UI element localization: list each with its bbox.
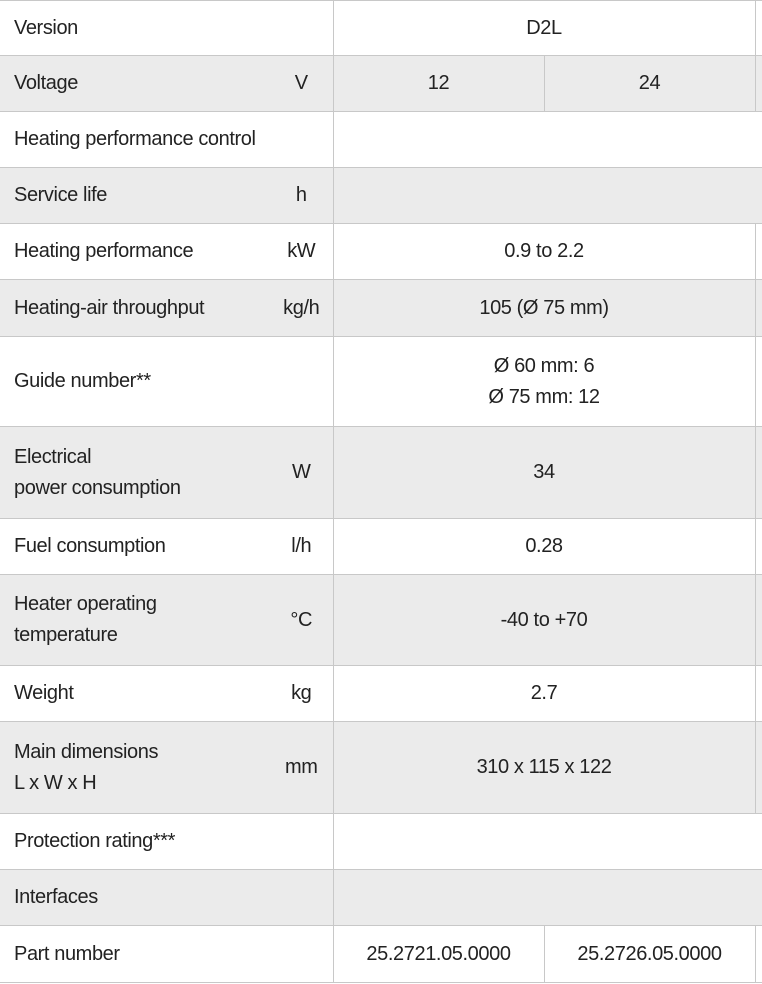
table-row: Voltage V 12 24 — [0, 55, 762, 112]
value-cell — [333, 167, 762, 224]
spacer-cell — [755, 336, 762, 427]
unit-cell — [270, 925, 334, 983]
row-label: Interfaces — [0, 869, 270, 926]
unit-cell: l/h — [270, 518, 334, 575]
spacer-cell — [755, 0, 762, 56]
row-label: Heating performance — [0, 223, 270, 280]
spacer-cell — [755, 518, 762, 575]
table-row: Weight kg 2.7 — [0, 665, 762, 722]
unit-cell: kg — [270, 665, 334, 722]
spacer-cell — [755, 223, 762, 280]
unit-cell: kg/h — [270, 279, 334, 337]
value-cell: 34 — [333, 426, 756, 519]
row-label: Protection rating*** — [0, 813, 270, 870]
table-row: Heater operating temperature °C -40 to +70 — [0, 574, 762, 666]
value-cell: Ø 60 mm: 6 Ø 75 mm: 12 — [333, 336, 756, 427]
spacer-cell — [755, 55, 762, 112]
value-cell: 105 (Ø 75 mm) — [333, 279, 756, 337]
row-label: Heater operating temperature — [0, 574, 270, 666]
table-row: Service life h — [0, 167, 762, 224]
unit-cell — [270, 869, 334, 926]
unit-cell — [270, 0, 334, 56]
row-label: Heating-air throughput — [0, 279, 270, 337]
unit-cell: kW — [270, 223, 334, 280]
row-label: Heating performance control — [0, 111, 270, 168]
table-row: Part number 25.2721.05.0000 25.2726.05.000… — [0, 925, 762, 983]
spacer-cell — [755, 426, 762, 519]
unit-cell: mm — [270, 721, 334, 814]
spacer-cell — [755, 279, 762, 337]
value-cell: 310 x 115 x 122 — [333, 721, 756, 814]
value-cell: 24 — [544, 55, 756, 112]
table-row: Heating performance control — [0, 111, 762, 168]
table-row: Version D2L — [0, 0, 762, 56]
unit-cell: °C — [270, 574, 334, 666]
table-row: Interfaces — [0, 869, 762, 926]
row-label: Main dimensions L x W x H — [0, 721, 270, 814]
unit-cell — [270, 336, 334, 427]
table-row: Guide number** Ø 60 mm: 6 Ø 75 mm: 12 — [0, 336, 762, 427]
value-cell: 0.9 to 2.2 — [333, 223, 756, 280]
unit-cell: W — [270, 426, 334, 519]
value-cell: 2.7 — [333, 665, 756, 722]
value-cell — [333, 111, 762, 168]
spacer-cell — [755, 925, 762, 983]
unit-cell: h — [270, 167, 334, 224]
table-row: Heating performance kW 0.9 to 2.2 — [0, 223, 762, 280]
value-cell: 25.2721.05.0000 — [333, 925, 545, 983]
table-row: Heating-air throughput kg/h 105 (Ø 75 mm) — [0, 279, 762, 337]
spacer-cell — [755, 721, 762, 814]
row-label: Fuel consumption — [0, 518, 270, 575]
row-label: Service life — [0, 167, 270, 224]
row-label: Voltage — [0, 55, 270, 112]
value-cell: -40 to +70 — [333, 574, 756, 666]
value-cell: D2L — [333, 0, 756, 56]
unit-cell — [270, 111, 334, 168]
row-label: Version — [0, 0, 270, 56]
value-cell: 12 — [333, 55, 545, 112]
value-cell — [333, 813, 762, 870]
value-cell: 25.2726.05.0000 — [544, 925, 756, 983]
row-label: Guide number** — [0, 336, 270, 427]
spacer-cell — [755, 665, 762, 722]
spacer-cell — [755, 574, 762, 666]
table-row: Electrical power consumption W 34 — [0, 426, 762, 519]
value-cell: 0.28 — [333, 518, 756, 575]
row-label: Part number — [0, 925, 270, 983]
unit-cell — [270, 813, 334, 870]
row-label: Weight — [0, 665, 270, 722]
unit-cell: V — [270, 55, 334, 112]
table-row: Protection rating*** — [0, 813, 762, 870]
value-cell — [333, 869, 762, 926]
row-label: Electrical power consumption — [0, 426, 270, 519]
table-row: Fuel consumption l/h 0.28 — [0, 518, 762, 575]
